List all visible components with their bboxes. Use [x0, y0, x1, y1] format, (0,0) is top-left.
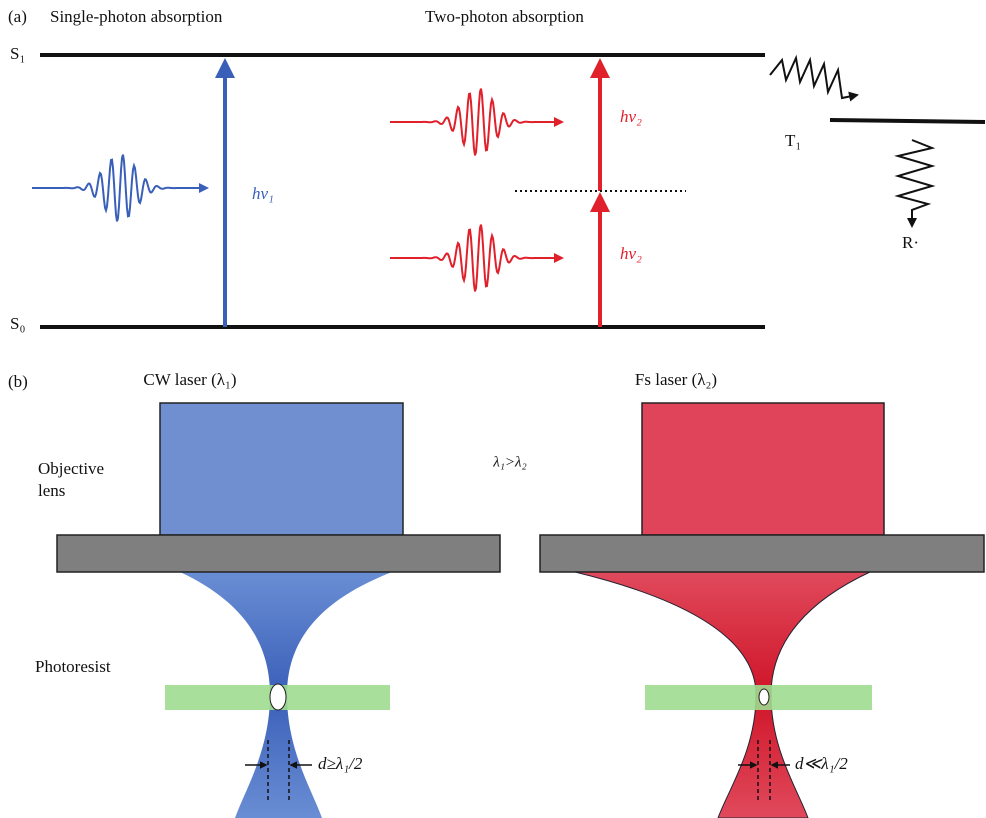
- level-label: T₁: [785, 131, 801, 150]
- wave-packet: [32, 155, 207, 222]
- laser-label: Fs laser (λ₂): [635, 370, 717, 389]
- level-label: S₀: [10, 314, 25, 333]
- figure: (a) Single-photon absorption Two-photon …: [0, 0, 986, 818]
- photon-label: hν₂: [620, 107, 642, 126]
- level-label: S₁: [10, 44, 25, 63]
- laser-label: CW laser (λ₁): [143, 370, 236, 389]
- voxel: [270, 684, 286, 710]
- photoresist: [645, 685, 872, 710]
- title: Two-photon absorption: [425, 7, 584, 26]
- relation: λ₁>λ₂: [492, 454, 527, 470]
- dimension-label: d≥λ₁/2: [318, 754, 363, 773]
- wave-packet: [390, 89, 562, 156]
- objective-fs: [642, 403, 884, 535]
- isc-arrow: [770, 58, 857, 98]
- panel-label: (a): [8, 7, 27, 26]
- objective-cw: [160, 403, 403, 535]
- voxel: [759, 689, 769, 705]
- title: Single-photon absorption: [50, 7, 223, 26]
- radical-label: R·: [902, 233, 919, 252]
- dimension-label: d≪λ₁/2: [795, 754, 848, 773]
- level-t1: [830, 120, 985, 122]
- photon-label: hν₂: [620, 244, 642, 263]
- cover-glass: [57, 535, 500, 572]
- radical-arrow: [898, 140, 932, 226]
- lens-label: lens: [38, 481, 65, 500]
- photon-label: hν₁: [252, 184, 274, 203]
- wave-packet: [390, 225, 562, 292]
- lens-label: Objective: [38, 459, 104, 478]
- panel-label: (b): [8, 372, 28, 391]
- photoresist-label: Photoresist: [35, 657, 111, 676]
- cover-glass: [540, 535, 984, 572]
